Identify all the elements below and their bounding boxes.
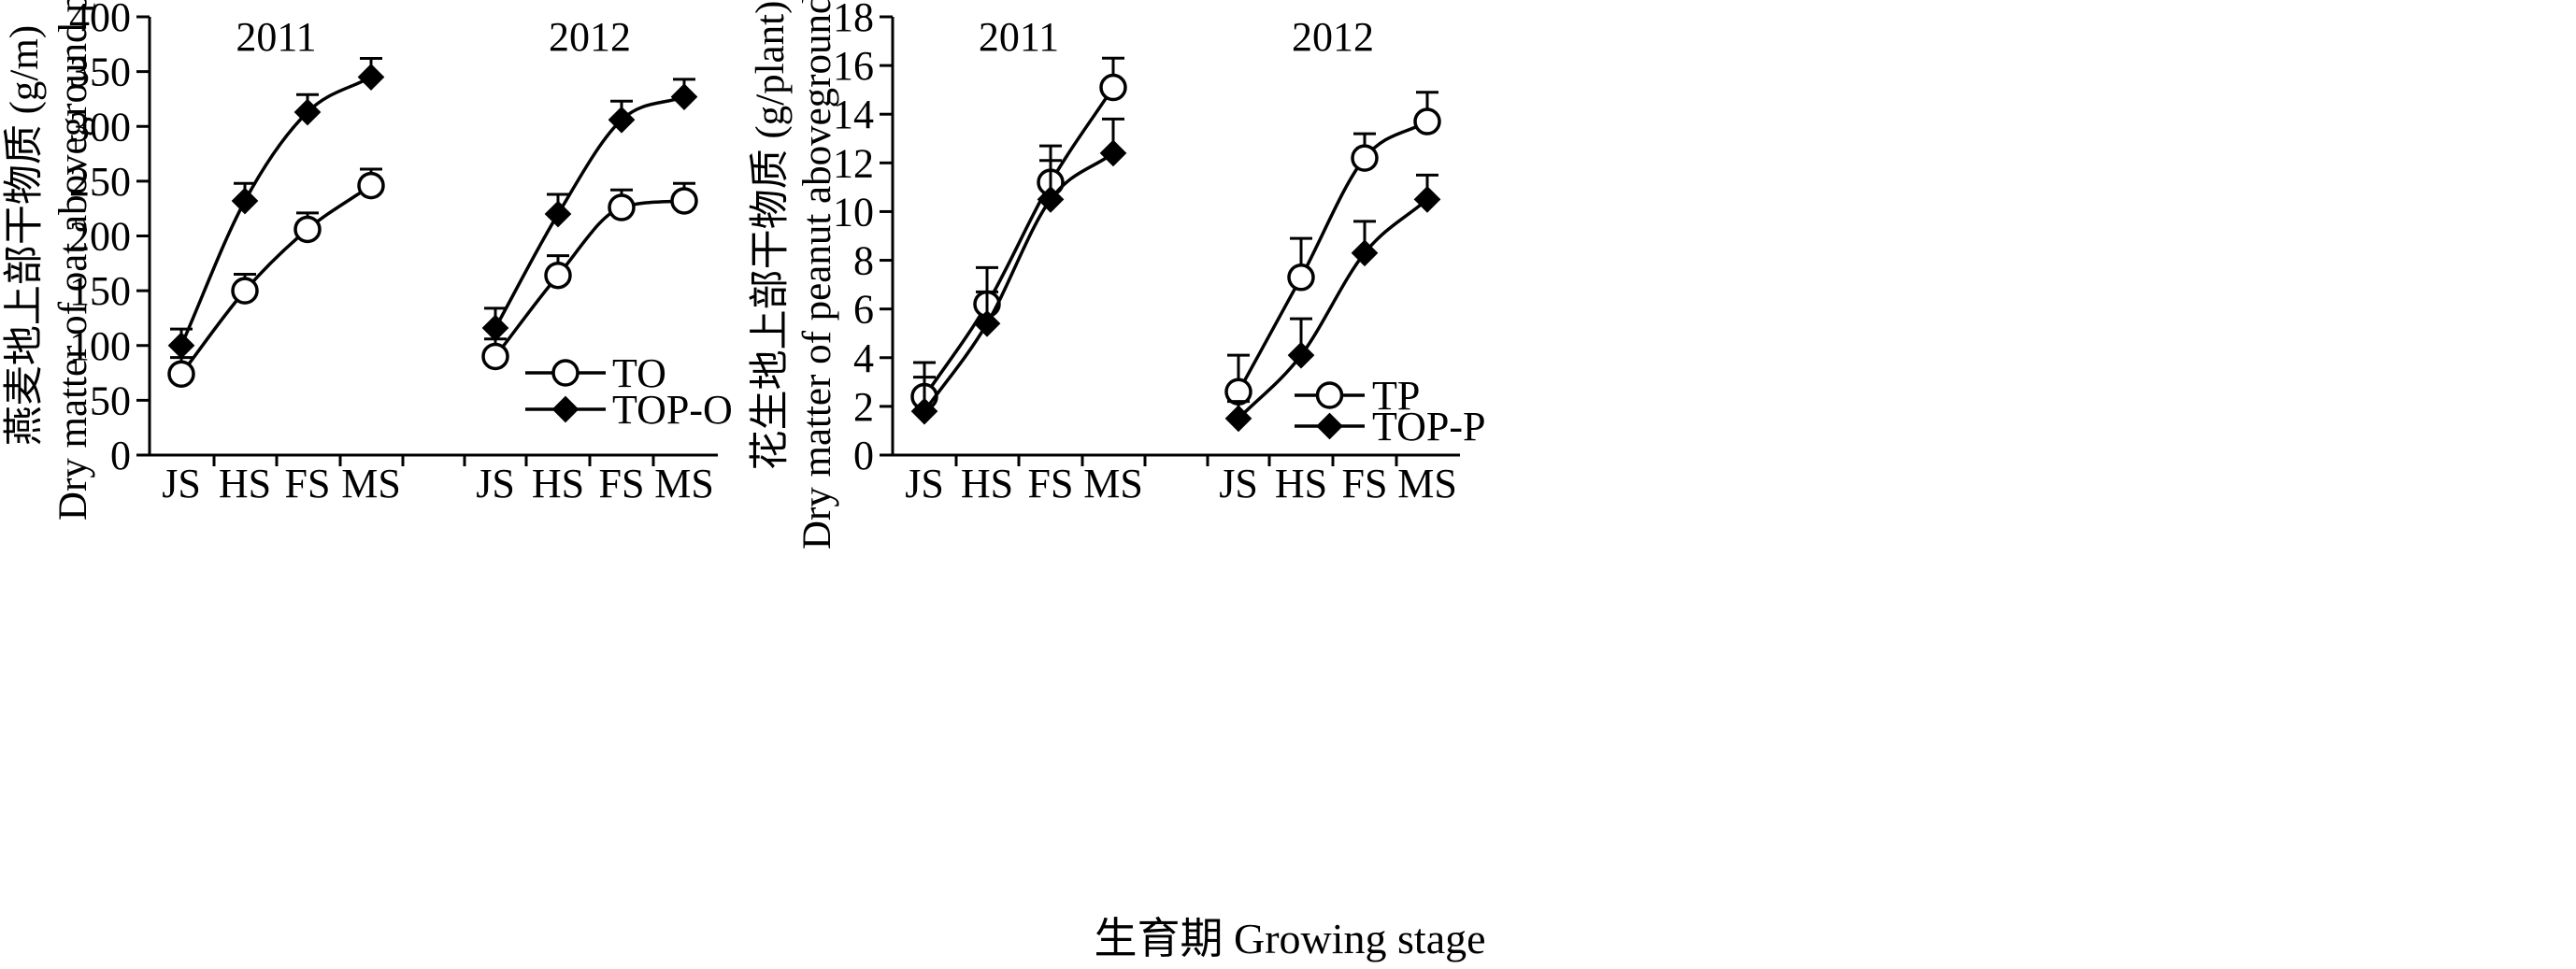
series-line-top-o bbox=[494, 94, 685, 329]
data-point-to bbox=[481, 342, 509, 371]
data-point-top-p bbox=[1099, 139, 1127, 167]
y-tick-label: 100 bbox=[69, 323, 131, 369]
x-tick-label: HS bbox=[532, 461, 584, 506]
data-point-top-o bbox=[608, 106, 636, 134]
x-tick-label: HS bbox=[219, 461, 271, 506]
data-point-to bbox=[167, 360, 195, 388]
year-label: 2011 bbox=[236, 14, 316, 60]
y-tick-label: 250 bbox=[69, 159, 131, 205]
y-tick-label: 8 bbox=[853, 238, 874, 284]
data-point-top-p bbox=[973, 309, 1001, 337]
legend-label: TO bbox=[612, 350, 666, 396]
data-point-to bbox=[231, 277, 259, 305]
data-point-to bbox=[293, 215, 322, 244]
y-axis-label-en: Dry matter of oat aboveground part bbox=[51, 0, 95, 520]
data-point-top-o bbox=[481, 314, 509, 342]
year-label: 2011 bbox=[979, 14, 1059, 60]
x-tick-label: FS bbox=[599, 461, 645, 506]
x-tick-label: MS bbox=[654, 461, 714, 506]
series-line-tp bbox=[923, 86, 1115, 398]
series-line-to bbox=[179, 184, 372, 376]
y-axis-label-cn: 花生地上部干物质 (g/plant) bbox=[749, 1, 793, 471]
legend-label: TP bbox=[1372, 373, 1420, 419]
y-axis-label-en: Dry matter of peanut aboveground part bbox=[795, 0, 839, 549]
legend-marker bbox=[1315, 381, 1344, 409]
x-tick-label: FS bbox=[1342, 461, 1388, 506]
y-tick-label: 200 bbox=[69, 214, 131, 260]
y-tick-label: 150 bbox=[69, 268, 131, 314]
data-point-tp bbox=[1413, 107, 1441, 135]
data-point-tp bbox=[1351, 144, 1379, 172]
data-point-top-o bbox=[293, 98, 322, 126]
data-point-to bbox=[544, 261, 572, 290]
series-line-top-o bbox=[179, 75, 372, 347]
y-axis-label-cn: 燕麦地上部干物质 (g/m) bbox=[3, 25, 47, 446]
x-tick-label: MS bbox=[1397, 461, 1457, 506]
data-point-tp bbox=[1287, 264, 1315, 292]
legend-marker bbox=[551, 359, 580, 387]
data-point-top-o bbox=[231, 187, 259, 215]
y-tick-label: 350 bbox=[69, 50, 131, 95]
x-tick-label: FS bbox=[1028, 461, 1074, 506]
x-tick-label: FS bbox=[285, 461, 331, 506]
oat-dry-matter-chart: 0 50 100 150 200 250 300 350 400 燕麦地上部干物质 (g/m) Dr… bbox=[3, 0, 733, 520]
x-tick-label: HS bbox=[961, 461, 1013, 506]
legend-label: TOP-O bbox=[612, 387, 733, 433]
series-line-top-p bbox=[923, 151, 1115, 413]
y-tick-label: 12 bbox=[833, 140, 874, 186]
y-tick-label: 14 bbox=[833, 92, 874, 137]
y-tick-label: 18 bbox=[833, 0, 874, 40]
x-tick-label: JS bbox=[162, 461, 201, 506]
y-tick-label: 6 bbox=[853, 287, 874, 333]
y-tick-label: 400 bbox=[69, 0, 131, 40]
data-point-top-o bbox=[670, 83, 698, 110]
x-tick-label: JS bbox=[1219, 461, 1258, 506]
series-line-top-p bbox=[1237, 198, 1429, 420]
data-point-top-o bbox=[544, 200, 572, 228]
year-label: 2012 bbox=[549, 14, 631, 60]
data-point-top-p bbox=[910, 397, 938, 425]
x-tick-label: HS bbox=[1275, 461, 1327, 506]
legend-marker bbox=[1316, 412, 1343, 440]
data-point-to bbox=[670, 187, 698, 215]
y-tick-label: 300 bbox=[69, 104, 131, 150]
data-point-top-p bbox=[1413, 186, 1441, 213]
data-point-tp bbox=[1099, 73, 1127, 102]
y-tick-label: 0 bbox=[110, 433, 131, 478]
legend-marker bbox=[551, 395, 580, 423]
legend-label: TOP-P bbox=[1372, 404, 1485, 449]
year-label: 2012 bbox=[1292, 14, 1374, 60]
data-point-top-p bbox=[1224, 405, 1252, 433]
series-line-to bbox=[494, 199, 685, 358]
y-tick-label: 0 bbox=[853, 433, 874, 478]
y-tick-label: 4 bbox=[853, 335, 874, 381]
x-tick-label: MS bbox=[341, 461, 401, 506]
data-point-top-o bbox=[357, 64, 385, 91]
data-point-to bbox=[357, 171, 385, 200]
x-axis-label: 生育期 Growing stage bbox=[1094, 915, 1485, 962]
x-tick-label: JS bbox=[476, 461, 515, 506]
data-point-top-p bbox=[1037, 186, 1065, 213]
data-point-top-p bbox=[1287, 341, 1315, 369]
y-tick-label: 2 bbox=[853, 384, 874, 430]
x-tick-label: JS bbox=[905, 461, 944, 506]
data-point-top-p bbox=[1351, 239, 1379, 267]
data-point-to bbox=[608, 193, 636, 221]
y-tick-label: 50 bbox=[90, 378, 131, 423]
y-tick-label: 16 bbox=[833, 43, 874, 89]
data-point-top-o bbox=[167, 332, 195, 360]
series-line-tp bbox=[1237, 120, 1428, 393]
y-tick-label: 10 bbox=[833, 189, 874, 235]
x-tick-label: MS bbox=[1083, 461, 1143, 506]
